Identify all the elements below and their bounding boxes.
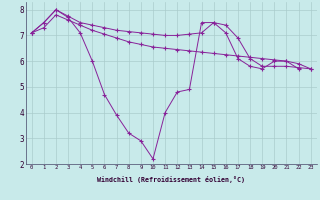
X-axis label: Windchill (Refroidissement éolien,°C): Windchill (Refroidissement éolien,°C) [97,176,245,183]
